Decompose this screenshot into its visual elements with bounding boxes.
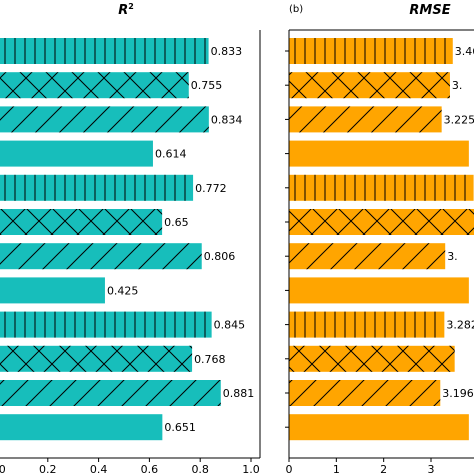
rmse-x-tick-label: 1 <box>333 463 340 474</box>
rmse-bar-hatch <box>289 243 446 270</box>
rmse-value-label: 3.225 <box>444 113 474 126</box>
rmse-bar-hatch <box>289 209 474 235</box>
rmse-value-label: 3.196 <box>442 387 474 400</box>
r2-panel: R2 0.833 0.755 0.834 0.614 0.772 0.65 0.806 0.4… <box>0 2 261 474</box>
r2-value-label: 0.806 <box>204 250 236 263</box>
r2-bar <box>0 277 105 304</box>
r2-title: R2 <box>118 2 134 18</box>
r2-bar <box>0 140 153 167</box>
r2-value-label: 0.768 <box>194 353 226 366</box>
r2-bar-hatch <box>0 209 163 235</box>
rmse-value-label: 3. <box>447 250 458 263</box>
rmse-x-tick-label: 2 <box>380 463 387 474</box>
rmse-x-ticks: 0 1 2 3 <box>286 458 435 474</box>
r2-bar-hatch <box>0 345 193 372</box>
r2-value-label: 0.833 <box>211 45 243 58</box>
rmse-panel-label: (b) <box>289 4 303 15</box>
r2-bar <box>0 414 163 441</box>
r2-bar-hatch <box>0 38 209 64</box>
r2-x-ticks: 0.0 0.2 0.4 0.6 0.8 1.0 <box>0 458 260 474</box>
r2-bar-hatch <box>0 380 221 406</box>
r2-value-label: 0.755 <box>191 79 223 92</box>
rmse-bar <box>289 277 469 304</box>
rmse-bar <box>289 414 469 441</box>
r2-x-tick-label: 0.4 <box>90 463 108 474</box>
rmse-bar-hatch <box>289 72 450 99</box>
rmse-bar-hatch <box>289 380 441 406</box>
r2-value-label: 0.834 <box>211 113 243 126</box>
r2-x-tick-label: 0.2 <box>39 463 57 474</box>
r2-x-tick-label: 0.0 <box>0 463 6 474</box>
r2-bars <box>0 38 221 441</box>
rmse-x-tick-label: 3 <box>428 463 435 474</box>
r2-value-label: 0.651 <box>164 421 196 434</box>
rmse-value-label: 3.46 <box>455 45 474 58</box>
r2-value-label: 0.614 <box>155 148 187 161</box>
r2-x-tick-label: 1.0 <box>242 463 260 474</box>
r2-value-label: 0.65 <box>164 216 189 229</box>
r2-value-label: 0.425 <box>107 284 139 297</box>
rmse-bar-hatch <box>289 345 455 372</box>
r2-bar-hatch <box>0 311 212 338</box>
r2-x-tick-label: 0.8 <box>191 463 209 474</box>
r2-value-label: 0.845 <box>214 319 246 332</box>
rmse-value-label: 3.282 <box>446 319 474 332</box>
r2-bar-hatch <box>0 106 209 133</box>
r2-value-label: 0.881 <box>223 387 255 400</box>
r2-value-labels: 0.833 0.755 0.834 0.614 0.772 0.65 0.806 0.425 0… <box>107 45 254 434</box>
r2-x-tick-label: 0.6 <box>141 463 159 474</box>
rmse-bar-hatch <box>289 174 474 201</box>
r2-value-label: 0.772 <box>195 182 227 195</box>
rmse-value-labels: 3.46 3. 3.225 3. 3.282 3.196 <box>442 45 474 400</box>
r2-bar-hatch <box>0 243 202 270</box>
r2-bar-hatch <box>0 174 194 201</box>
rmse-bars <box>289 38 474 441</box>
rmse-bar-hatch <box>289 311 445 338</box>
rmse-panel: (b) RMSE 3.46 3. 3.225 3. 3.282 3.196 0 1 2 3 <box>285 3 474 474</box>
rmse-title: RMSE <box>409 3 450 18</box>
rmse-y-ticks <box>285 50 289 428</box>
rmse-bar-hatch <box>289 38 453 64</box>
rmse-value-label: 3. <box>452 79 463 92</box>
rmse-x-tick-label: 0 <box>286 463 293 474</box>
rmse-bar-hatch <box>289 106 442 133</box>
rmse-bar <box>289 140 469 167</box>
r2-bar-hatch <box>0 72 189 99</box>
